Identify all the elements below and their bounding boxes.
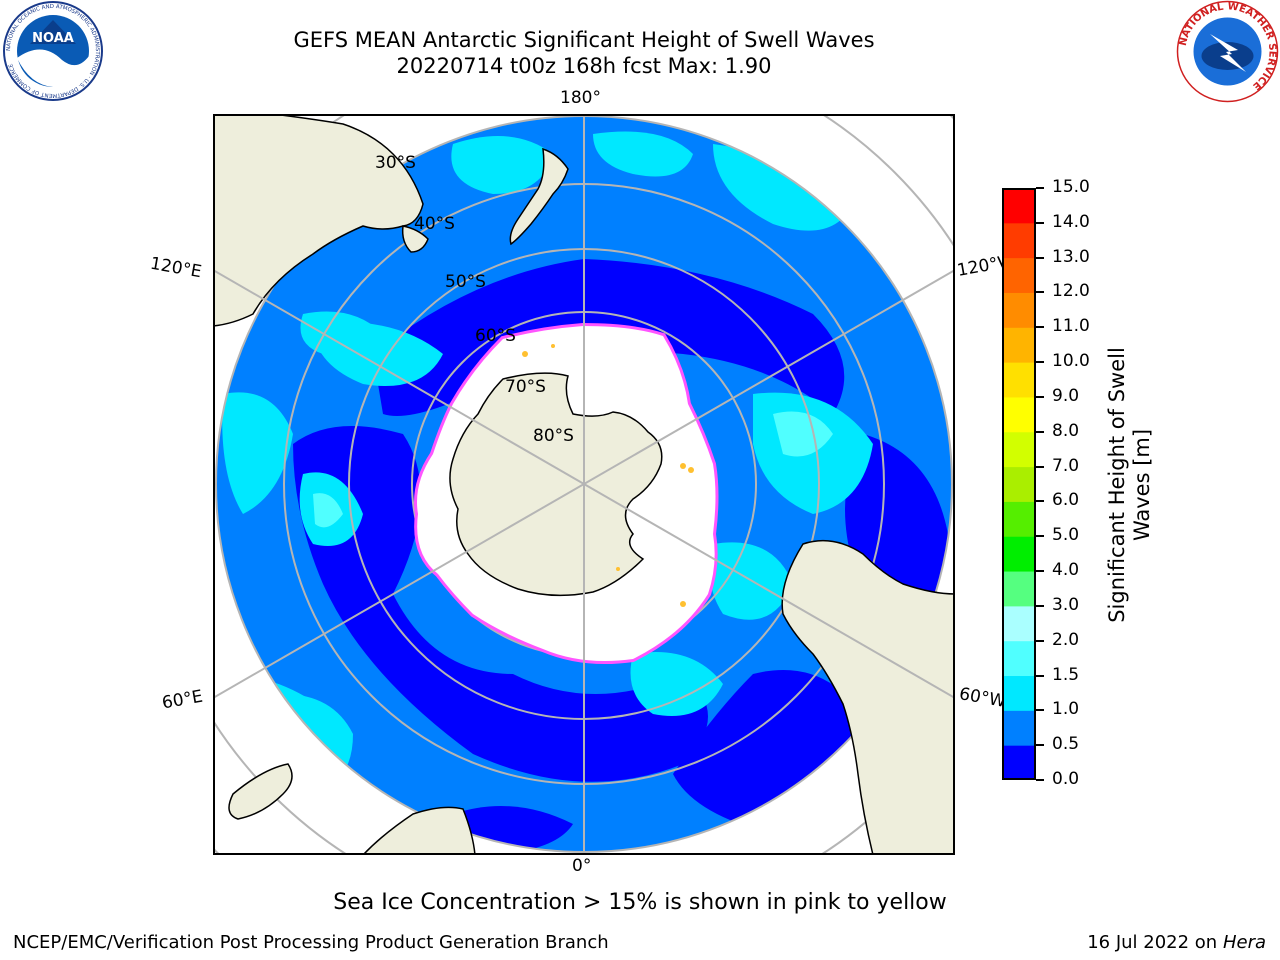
colorbar-segment <box>1002 466 1036 502</box>
lon-label-0: 0° <box>572 856 592 876</box>
lon-label-60e: 60°E <box>160 686 205 714</box>
colorbar-tick-mark <box>1036 639 1044 642</box>
lat-label-70s: 70°S <box>505 377 546 397</box>
colorbar-tick-mark <box>1036 430 1044 433</box>
colorbar-tick-label: 3.0 <box>1052 594 1080 615</box>
colorbar-tick-mark <box>1036 361 1044 364</box>
colorbar-segment <box>1002 536 1036 572</box>
colorbar-tick-mark <box>1036 187 1044 189</box>
colorbar-segment <box>1002 640 1036 677</box>
colorbar-tick-label: 0.0 <box>1052 769 1080 789</box>
colorbar <box>1002 188 1036 780</box>
sea-ice-high-concentration <box>522 344 694 607</box>
colorbar-tick-label: 15.0 <box>1052 177 1090 197</box>
lon-label-180: 180° <box>560 88 601 108</box>
colorbar-tick-mark <box>1036 465 1044 468</box>
colorbar-segment <box>1002 188 1036 224</box>
colorbar-tick-mark <box>1036 326 1044 329</box>
lat-label-60s: 60°S <box>475 326 516 346</box>
colorbar-tick-mark <box>1036 744 1044 747</box>
lon-label-120e: 120°E <box>148 253 204 283</box>
colorbar-segment <box>1002 292 1036 328</box>
tasmania-land <box>401 225 429 253</box>
colorbar-tick-label: 4.0 <box>1052 560 1080 581</box>
lat-label-30s: 30°S <box>375 153 416 173</box>
noaa-logo-text: NOAA <box>32 31 74 46</box>
colorbar-tick-label: 12.0 <box>1052 281 1090 302</box>
map-border <box>213 114 955 855</box>
colorbar-label: Significant Height of Swell Waves [m] <box>1105 347 1154 623</box>
colorbar-tick-mark <box>1036 604 1044 607</box>
madagascar-land <box>228 763 293 820</box>
credit-text: NCEP/EMC/Verification Post Processing Pr… <box>13 932 609 953</box>
colorbar-segment <box>1002 396 1036 433</box>
south-america-land <box>781 539 955 855</box>
colorbar-tick-mark <box>1036 570 1044 573</box>
colorbar-tick-label: 8.0 <box>1052 420 1080 441</box>
noaa-logo: NOAA NATIONAL OCEANIC AND ATMOSPHERIC AD… <box>3 1 103 101</box>
colorbar-tick-mark <box>1036 500 1044 503</box>
colorbar-tick-mark <box>1036 535 1044 538</box>
colorbar-tick-mark <box>1036 291 1044 294</box>
colorbar-segment <box>1002 710 1036 746</box>
colorbar-segment <box>1002 327 1036 363</box>
new-zealand-land <box>509 147 569 246</box>
lat-label-80s: 80°S <box>533 426 574 446</box>
colorbar-tick-label: 6.0 <box>1052 490 1080 511</box>
colorbar-tick-label: 7.0 <box>1052 455 1080 476</box>
chart-title: GEFS MEAN Antarctic Significant Height o… <box>293 28 875 52</box>
lon-label-60w: 60°W <box>957 684 1008 712</box>
colorbar-tick-label: 2.0 <box>1052 629 1080 650</box>
colorbar-tick-mark <box>1036 395 1044 398</box>
africa-land <box>361 806 476 855</box>
colorbar-segment <box>1002 745 1036 780</box>
colorbar-tick-label: 1.0 <box>1052 699 1080 720</box>
meridian-lines <box>213 114 955 855</box>
colorbar-segment <box>1002 605 1036 642</box>
colorbar-tick-label: 0.5 <box>1052 734 1080 755</box>
colorbar-segment <box>1002 362 1036 398</box>
colorbar-segment <box>1002 571 1036 607</box>
date-host-text: 16 Jul 2022 on Hera <box>1087 932 1266 953</box>
lat-label-40s: 40°S <box>414 214 455 234</box>
colorbar-tick-label: 10.0 <box>1052 351 1090 372</box>
colorbar-segment <box>1002 222 1036 259</box>
nws-logo: NATIONAL WEATHER SERVICE <box>1176 0 1279 103</box>
colorbar-tick-mark <box>1036 779 1044 781</box>
colorbar-tick-label: 1.5 <box>1052 664 1080 685</box>
colorbar-tick-mark <box>1036 709 1044 712</box>
colorbar-tick-label: 11.0 <box>1052 316 1090 337</box>
colorbar-tick-label: 13.0 <box>1052 246 1090 267</box>
colorbar-tick-mark <box>1036 256 1044 259</box>
polar-stereographic-map <box>213 114 955 855</box>
colorbar-segment <box>1002 675 1036 711</box>
colorbar-segment <box>1002 431 1036 468</box>
colorbar-segment <box>1002 501 1036 537</box>
chart-subtitle: 20220714 t00z 168h fcst Max: 1.90 <box>396 54 772 78</box>
sea-ice-note: Sea Ice Concentration > 15% is shown in … <box>333 890 947 915</box>
colorbar-tick-label: 5.0 <box>1052 525 1080 546</box>
colorbar-tick-label: 9.0 <box>1052 385 1080 406</box>
lat-label-50s: 50°S <box>445 272 486 292</box>
colorbar-tick-mark <box>1036 674 1044 677</box>
colorbar-segment <box>1002 257 1036 293</box>
colorbar-tick-label: 14.0 <box>1052 211 1090 232</box>
colorbar-tick-mark <box>1036 221 1044 224</box>
